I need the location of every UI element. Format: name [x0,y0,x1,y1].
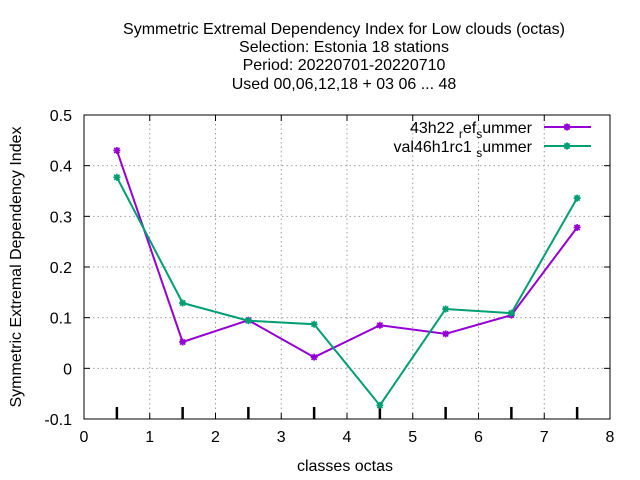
data-point-marker [113,146,121,154]
data-point-marker [573,223,581,231]
data-series [113,173,581,409]
x-tick-label: 7 [540,429,549,446]
legend-label: val46h1rc1 summer [394,139,533,160]
grid [84,115,610,419]
legend-entry: 43h22 refsummer [410,120,591,141]
title-line: Symmetric Extremal Dependency Index for … [123,21,565,38]
series-line [115,150,578,359]
x-tick-label: 8 [606,429,615,446]
data-point-marker [179,299,187,307]
x-tick-label: 0 [80,429,89,446]
data-point-marker [573,194,581,202]
y-tick-label: 0 [63,361,72,378]
chart-title: Symmetric Extremal Dependency Index for … [123,21,565,93]
series-line [115,176,578,407]
data-point-marker [442,330,450,338]
title-line: Used 00,06,12,18 + 03 06 ... 48 [232,76,457,93]
x-tick-label: 2 [211,429,220,446]
title-line: Period: 20220701-20220710 [243,57,446,74]
x-tick-label: 4 [343,429,352,446]
title-line: Selection: Estonia 18 stations [239,39,449,56]
data-series [113,146,581,361]
x-tick-labels: 0 1 2 3 4 5 6 7 8 [80,429,615,446]
plot-frame [83,114,611,420]
legend: 43h22 refsummer val46h1rc1 summer [394,120,591,160]
data-point-marker [244,317,252,325]
data-point-marker [376,401,384,409]
legend-label: 43h22 refsummer [410,120,533,141]
y-tick-label: 0.4 [50,159,72,176]
data-point-marker [179,338,187,346]
data-point-marker [310,320,318,328]
legend-marker [563,142,571,150]
x-tick-label: 6 [474,429,483,446]
data-point-marker [507,309,515,317]
legend-entry: val46h1rc1 summer [394,139,591,160]
legend-marker [563,123,571,131]
y-tick-label: 0.5 [50,108,72,125]
data-point-marker [376,321,384,329]
x-axis-label: classes octas [297,458,393,475]
y-axis-label: Symmetric Extremal Dependency Index [8,127,25,408]
x-tick-label: 3 [277,429,286,446]
data-point-marker [113,173,121,181]
y-tick-label: 0.3 [50,209,72,226]
data-point-marker [310,353,318,361]
x-tick-label: 5 [408,429,417,446]
y-tick-label: 0.2 [50,260,72,277]
x-tick-label: 1 [145,429,154,446]
y-tick-labels: -0.1 0 0.1 0.2 0.3 0.4 0.5 [44,108,72,429]
series [113,146,581,409]
y-tick-label: 0.1 [50,311,72,328]
y-tick-label: -0.1 [44,412,72,429]
data-point-marker [442,305,450,313]
